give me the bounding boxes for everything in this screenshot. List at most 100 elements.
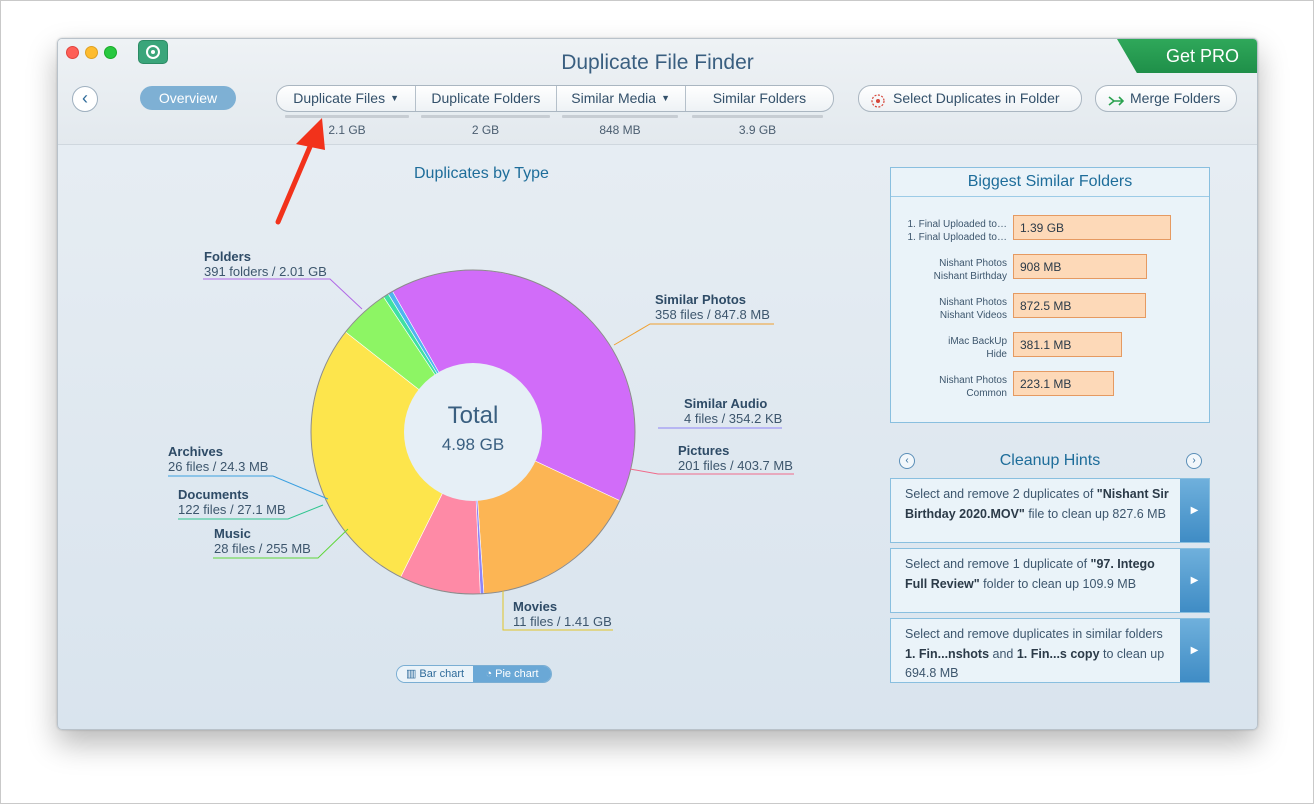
tab-label: Similar Media (571, 90, 657, 106)
size-bar (562, 115, 678, 118)
folder-size-bar[interactable]: 872.5 MB (1013, 293, 1146, 318)
folder-size-bar[interactable]: 381.1 MB (1013, 332, 1122, 357)
folder-name: 1. Final Uploaded to… (907, 232, 1007, 243)
get-pro-button[interactable]: Get PRO (1117, 39, 1257, 73)
slice-detail-music: 28 files / 255 MB (214, 541, 311, 556)
pie-chart-toggle[interactable]: ◔ Pie chart (473, 666, 551, 682)
hint-text-part: and (989, 646, 1017, 661)
tab-label: Duplicate Files (293, 90, 386, 106)
bar-chart-icon: ▥ (405, 668, 420, 680)
slice-label-movies: Movies (513, 599, 558, 614)
folder-name: Nishant Photos (939, 375, 1007, 386)
pie-chart (310, 269, 636, 595)
pie-chart-icon: ◔ (485, 668, 496, 680)
slice-label-music: Music (214, 526, 251, 541)
folder-name: Nishant Photos (939, 258, 1007, 269)
back-button[interactable]: ‹ (72, 86, 98, 112)
chevron-left-icon: ‹ (82, 88, 88, 108)
app-title: Duplicate File Finder (561, 51, 754, 74)
size-bar (692, 115, 823, 118)
folder-name: Nishant Videos (939, 310, 1007, 321)
toolbar: Duplicate File Finder Get PRO ‹ Overview… (58, 39, 1257, 145)
hint-text: Select and remove 2 duplicates of "Nisha… (905, 485, 1175, 524)
pie-center-value: 4.98 GB (441, 435, 505, 454)
app-window: Duplicate File Finder Get PRO ‹ Overview… (57, 38, 1258, 730)
folder-size-bar[interactable]: 223.1 MB (1013, 371, 1114, 396)
tab-label: Similar Folders (712, 90, 807, 106)
cleanup-hint-card[interactable]: Select and remove duplicates in similar … (890, 618, 1210, 683)
slice-detail-similar-photos: 358 files / 847.8 MB (655, 307, 770, 322)
slice-detail-similar-audio: 4 files / 354.2 KB (684, 411, 783, 426)
cleanup-hint-card[interactable]: Select and remove 1 duplicate of "97. In… (890, 548, 1210, 613)
minimize-window-button[interactable] (85, 46, 98, 59)
folder-size-bar[interactable]: 1.39 GB (1013, 215, 1171, 240)
chart-type-toggle: ▥ Bar chart ◔ Pie chart (396, 665, 552, 683)
tab-similar-media[interactable]: Similar Media ▼ (557, 86, 686, 111)
merge-folders-button[interactable]: Merge Folders (1095, 85, 1237, 112)
hints-next-button[interactable]: › (1186, 453, 1202, 469)
folder-name: 1. Final Uploaded to… (907, 219, 1007, 230)
biggest-similar-folders-panel: Biggest Similar Folders 1. Final Uploade… (890, 167, 1210, 423)
folder-size-bar[interactable]: 908 MB (1013, 254, 1147, 279)
hint-bold-text: "97. Intego Full Review" (905, 557, 1155, 591)
folder-pair-names: Nishant Photos Nishant Videos (895, 296, 1007, 322)
folder-name: Nishant Birthday (933, 271, 1007, 282)
tab-size: 2 GB (471, 123, 500, 137)
mode-tabs: Duplicate Files ▼ Duplicate Folders Simil… (276, 85, 834, 112)
close-window-button[interactable] (66, 46, 79, 59)
pie-outline (310, 269, 636, 595)
hint-text: Select and remove 1 duplicate of "97. In… (905, 555, 1175, 594)
hint-text-part: Select and remove 1 duplicate of (905, 557, 1091, 571)
tab-similar-folders[interactable]: Similar Folders (686, 86, 833, 111)
folder-pair-names: 1. Final Uploaded to… 1. Final Uploaded t… (895, 218, 1007, 244)
slice-label-similar-photos: Similar Photos (655, 292, 747, 307)
folder-pair-names: Nishant Photos Common (895, 374, 1007, 400)
play-icon: ▶ (1190, 505, 1199, 516)
play-icon: ▶ (1190, 575, 1199, 586)
tab-duplicate-folders[interactable]: Duplicate Folders (416, 86, 557, 111)
size-bar (421, 115, 550, 118)
pie-chart-label: Pie chart (495, 668, 539, 680)
hint-bold-text: 1. Fin...nshots (905, 646, 990, 661)
hints-prev-button[interactable]: ‹ (899, 453, 915, 469)
leader-line-similar-photos (613, 323, 774, 346)
tab-duplicate-files[interactable]: Duplicate Files ▼ (277, 86, 417, 111)
chevron-down-icon[interactable]: ▼ (390, 93, 399, 103)
select-duplicates-label: Select Duplicates in Folder (893, 90, 1060, 106)
hint-text-part: Select and remove duplicates in similar … (905, 627, 1163, 641)
bar-chart-toggle[interactable]: ▥ Bar chart (397, 666, 473, 682)
slice-detail-pictures: 201 files / 403.7 MB (678, 458, 793, 473)
hint-bold-text: "Nishant Sir Birthday 2020.MOV" (905, 487, 1169, 521)
slice-detail-documents: 122 files / 27.1 MB (178, 502, 286, 517)
slice-detail-movies: 11 files / 1.41 GB (513, 614, 612, 629)
chevron-down-icon[interactable]: ▼ (661, 93, 671, 103)
hint-go-button[interactable]: ▶ (1180, 549, 1209, 612)
folder-name: Common (966, 388, 1007, 399)
size-bar (285, 115, 409, 118)
cleanup-hint-card[interactable]: Select and remove 2 duplicates of "Nisha… (890, 478, 1210, 543)
slice-detail-archives: 26 files / 24.3 MB (168, 459, 269, 474)
hint-text-part: to clean up 694.8 MB (905, 646, 1165, 681)
zoom-window-button[interactable] (104, 46, 117, 59)
folder-name: Hide (986, 349, 1007, 360)
app-logo-icon[interactable] (138, 40, 168, 64)
hint-bold-text: 1. Fin...s copy (1016, 646, 1100, 661)
tab-size: 3.9 GB (738, 123, 777, 137)
panel-title: Biggest Similar Folders (891, 168, 1209, 197)
merge-folders-label: Merge Folders (1130, 90, 1221, 106)
get-pro-label: Get PRO (1165, 46, 1239, 66)
play-icon: ▶ (1190, 645, 1199, 656)
chevron-left-icon: ‹ (905, 455, 909, 466)
select-duplicates-button[interactable]: Select Duplicates in Folder (858, 85, 1082, 112)
hint-text: Select and remove duplicates in similar … (905, 625, 1175, 684)
hint-text-part: Select and remove 2 duplicates of (905, 487, 1097, 501)
hint-go-button[interactable]: ▶ (1180, 479, 1209, 542)
slice-label-pictures: Pictures (678, 443, 730, 458)
slice-label-folders: Folders (204, 249, 251, 264)
folder-pair-names: iMac BackUp Hide (895, 335, 1007, 361)
overview-button[interactable]: Overview (140, 86, 236, 110)
hint-go-button[interactable]: ▶ (1180, 619, 1209, 682)
target-icon (871, 91, 885, 108)
chart-title: Duplicates by Type (414, 165, 549, 182)
bar-chart-label: Bar chart (419, 668, 465, 680)
